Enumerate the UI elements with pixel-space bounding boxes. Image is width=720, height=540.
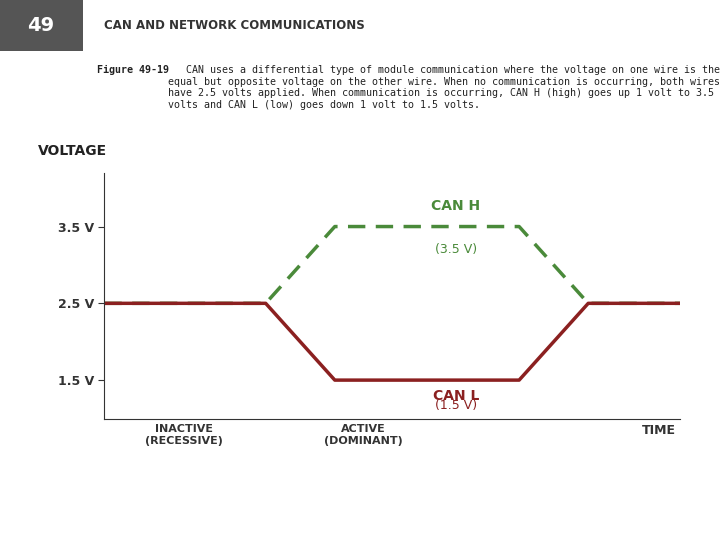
Text: (3.5 V): (3.5 V) bbox=[435, 244, 477, 256]
Text: 49: 49 bbox=[27, 16, 55, 35]
Text: James Halderman: James Halderman bbox=[137, 523, 223, 532]
Text: INACTIVE
(RECESSIVE): INACTIVE (RECESSIVE) bbox=[145, 424, 222, 446]
Text: VOLTAGE: VOLTAGE bbox=[38, 144, 107, 158]
Bar bbox=[0, 0, 83, 51]
Text: ALWAYS LEARNING: ALWAYS LEARNING bbox=[18, 508, 113, 517]
Text: ACTIVE
(DOMINANT): ACTIVE (DOMINANT) bbox=[324, 424, 403, 446]
Text: CAN AND NETWORK COMMUNICATIONS: CAN AND NETWORK COMMUNICATIONS bbox=[104, 19, 365, 32]
Text: TIME: TIME bbox=[642, 424, 676, 437]
Text: Automotive Technology: Automotive Technology bbox=[137, 505, 251, 515]
Text: (1.5 V): (1.5 V) bbox=[435, 399, 477, 413]
Text: , Fifth Edition: , Fifth Edition bbox=[251, 505, 315, 515]
Text: CAN H: CAN H bbox=[431, 199, 480, 213]
Text: PEARSON: PEARSON bbox=[603, 507, 720, 529]
Text: Figure 49-19: Figure 49-19 bbox=[97, 65, 169, 75]
Text: CAN L: CAN L bbox=[433, 389, 479, 403]
Text: CAN uses a differential type of module communication where the voltage on one wi: CAN uses a differential type of module c… bbox=[168, 65, 720, 110]
